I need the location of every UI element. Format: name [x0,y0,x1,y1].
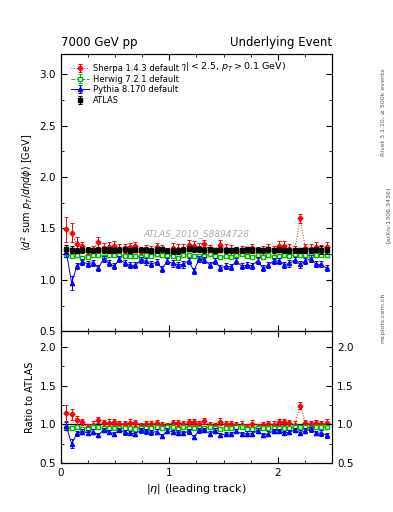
Y-axis label: $\langle d^2$ sum $p_T/d\eta d\phi\rangle$ [GeV]: $\langle d^2$ sum $p_T/d\eta d\phi\rangl… [20,134,35,251]
Text: mcplots.cern.ch: mcplots.cern.ch [381,292,386,343]
Text: 7000 GeV pp: 7000 GeV pp [61,36,138,49]
Text: Rivet 3.1.10, ≥ 500k events: Rivet 3.1.10, ≥ 500k events [381,69,386,157]
Text: [arXiv:1306.3436]: [arXiv:1306.3436] [386,187,391,243]
Text: Underlying Event: Underlying Event [230,36,332,49]
Y-axis label: Ratio to ATLAS: Ratio to ATLAS [25,361,35,433]
Text: $\Sigma(p_T)$ vs $\eta^{lead}$ ($|\eta| < 2.5$, $p_T > 0.1$ GeV): $\Sigma(p_T)$ vs $\eta^{lead}$ ($|\eta| … [108,59,285,74]
Text: ATLAS_2010_S8894728: ATLAS_2010_S8894728 [143,229,250,239]
X-axis label: $|\eta|$ (leading track): $|\eta|$ (leading track) [146,482,247,497]
Legend: Sherpa 1.4.3 default, Herwig 7.2.1 default, Pythia 8.170 default, ATLAS: Sherpa 1.4.3 default, Herwig 7.2.1 defau… [68,61,182,109]
